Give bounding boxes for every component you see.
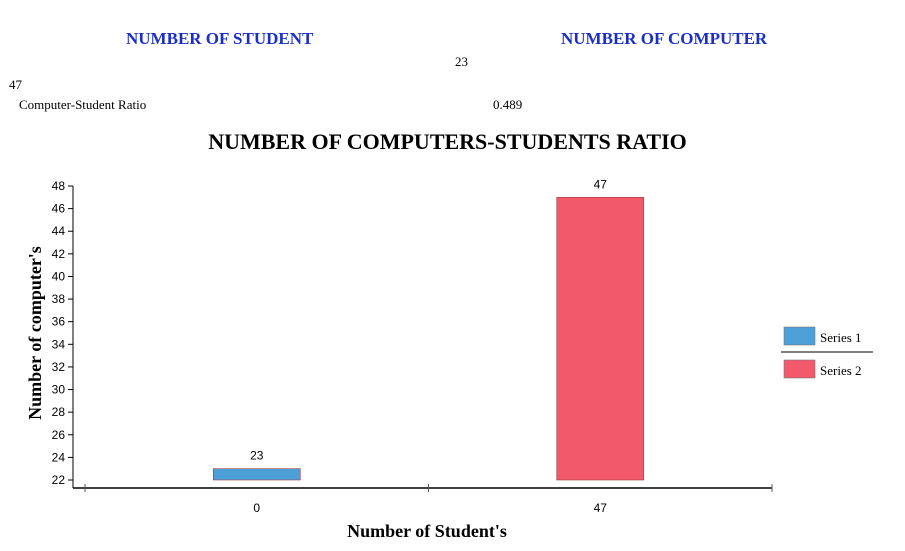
chart-bars [212,197,645,481]
ratio-label: Computer-Student Ratio [19,97,147,112]
y-tick-label: 42 [52,247,66,261]
legend-swatch [783,359,816,379]
data-label: 47 [594,177,608,191]
ratio-value: 0.489 [493,97,523,112]
data-label: 23 [250,449,264,463]
chart-axes: 22 24 26 28 30 32 34 36 38 40 42 44 46 48 [52,179,773,492]
legend-label: Series 1 [820,330,862,345]
students-header: NUMBER OF STUDENT [126,29,314,48]
y-tick-label: 36 [52,315,66,329]
bar-series-2 [556,197,645,481]
bar-series-1 [212,468,301,481]
y-tick-label: 40 [52,269,66,283]
y-tick-label: 38 [52,292,66,306]
students-value: 47 [9,77,22,92]
x-tick-label: 47 [594,501,608,515]
y-tick-label: 28 [52,405,66,419]
y-tick-label: 48 [52,179,66,193]
y-axis-label: Number of computer's [25,246,45,420]
y-tick-label: 32 [52,360,66,374]
computers-header: NUMBER OF COMPUTER [561,29,768,48]
y-tick-label: 34 [52,337,66,351]
y-tick-label: 24 [52,450,66,464]
y-tick-label: 22 [52,473,66,487]
chart-labels: 0 23 47 47 [250,177,607,515]
legend-label: Series 2 [820,363,862,378]
y-tick-label: 44 [52,224,66,238]
chart-title: NUMBER OF COMPUTERS-STUDENTS RATIO [208,129,687,154]
y-tick-label: 30 [52,383,66,397]
y-tick-label: 26 [52,428,66,442]
computers-value: 23 [455,54,468,69]
legend: Series 1 Series 2 [781,326,873,379]
x-tick-label: 0 [253,501,260,515]
x-axis-label: Number of Student's [347,521,507,541]
legend-swatch [783,326,816,346]
y-tick-label: 46 [52,202,66,216]
